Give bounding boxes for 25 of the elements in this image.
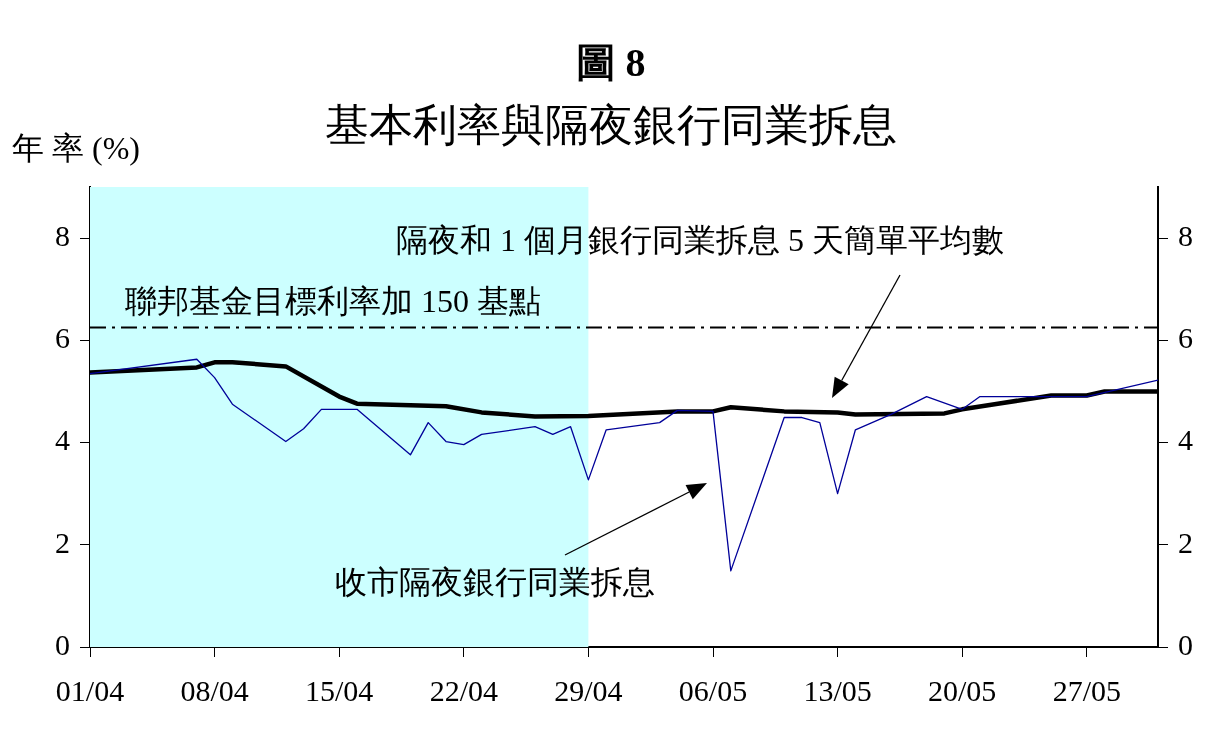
chart-subtitle: 基本利率與隔夜銀行同業拆息 <box>324 101 897 150</box>
y-axis-title: 年 率 (%) <box>12 129 140 168</box>
x-tick-label: 29/04 <box>554 673 623 707</box>
x-tick-label: 20/05 <box>928 673 997 707</box>
x-tick-label: 01/04 <box>55 673 125 707</box>
y2-tick-label: 6 <box>1178 321 1193 355</box>
y-tick-label: 2 <box>55 525 70 559</box>
y2-tick-label: 0 <box>1178 627 1193 661</box>
y-tick-label: 0 <box>55 627 70 661</box>
x-tick-label: 27/05 <box>1052 673 1121 707</box>
ref-line-label: 聯邦基金目標利率加 150 基點 <box>125 282 541 319</box>
annotation: 隔夜和 1 個月銀行同業拆息 5 天簡單平均數 <box>396 221 1004 259</box>
y2-tick-label: 8 <box>1178 218 1193 252</box>
y2-tick-label: 2 <box>1178 525 1193 559</box>
y-tick-label: 6 <box>55 321 70 355</box>
y-tick-label: 4 <box>55 423 70 457</box>
chart-title: 圖 8 <box>574 40 647 86</box>
y2-tick-label: 4 <box>1178 423 1193 457</box>
x-tick-label: 22/04 <box>429 673 498 707</box>
annotation: 收市隔夜銀行同業拆息 <box>335 563 655 601</box>
x-tick-label: 08/04 <box>180 673 249 707</box>
y-tick-label: 8 <box>55 218 70 252</box>
x-tick-label: 06/05 <box>678 673 748 707</box>
x-tick-label: 15/04 <box>305 673 374 707</box>
x-tick-label: 13/05 <box>803 673 872 707</box>
